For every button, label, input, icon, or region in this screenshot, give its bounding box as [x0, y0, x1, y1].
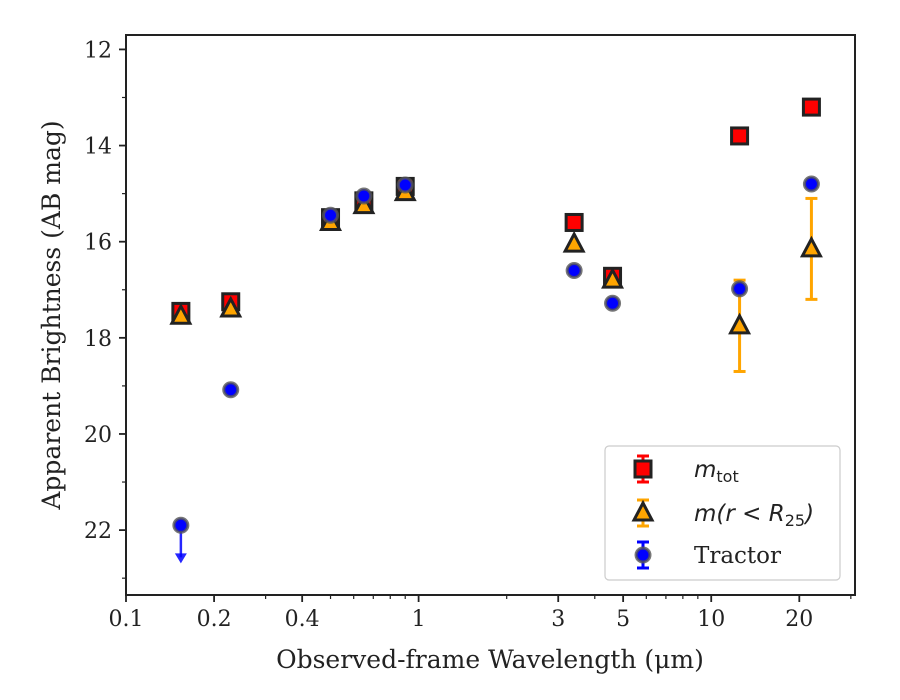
x-tick-label: 0.1	[109, 607, 144, 632]
legend: mtot m(r < R25) Tractor	[604, 445, 841, 581]
series-circle	[172, 175, 820, 564]
data-point	[562, 230, 586, 253]
legend-label: mtot	[694, 457, 739, 486]
x-tick-label: 1	[412, 607, 426, 632]
series-triangle	[169, 179, 823, 373]
data-point	[564, 212, 584, 232]
data-point	[219, 295, 243, 318]
data-point	[565, 262, 583, 280]
x-tick-label: 0.2	[197, 607, 232, 632]
data-point	[172, 516, 190, 534]
legend-marker	[633, 459, 653, 479]
x-tick-label: 5	[616, 607, 630, 632]
x-tick-label: 3	[551, 607, 565, 632]
legend-marker	[631, 499, 655, 522]
data-point	[222, 381, 240, 399]
y-tick-label: 12	[84, 38, 112, 63]
ticks-layer: 0.1 0.2 0.4 1 3 5 10 20 12 14 16 18 20 22	[84, 38, 852, 632]
y-tick-label: 20	[84, 423, 112, 448]
data-point	[322, 206, 340, 224]
upper-limit-arrow-head	[174, 553, 187, 564]
data-point	[802, 175, 820, 193]
legend-label: Tractor	[694, 543, 781, 569]
data-point	[601, 266, 625, 289]
data-point	[730, 126, 750, 146]
data-point	[728, 312, 752, 335]
x-tick-label: 20	[785, 607, 813, 632]
legend-entry: m(r < R25)	[631, 498, 814, 530]
legend-label: m(r < R25)	[694, 501, 814, 530]
legend-entry: Tractor	[634, 540, 781, 570]
y-axis-label: Apparent Brightness (AB mag)	[37, 120, 66, 510]
legend-frame	[604, 445, 841, 581]
data-point	[799, 235, 823, 258]
legend-entry: mtot	[633, 454, 739, 486]
x-tick-label: 0.4	[285, 607, 320, 632]
plot-frame	[125, 34, 856, 596]
data-point	[396, 176, 414, 194]
x-tick-label: 10	[697, 607, 725, 632]
legend-entries: mtot m(r < R25) Tractor	[631, 454, 814, 570]
y-tick-label: 16	[84, 231, 112, 256]
data-point	[604, 294, 622, 312]
data-point	[355, 187, 373, 205]
data-point	[731, 280, 749, 298]
y-tick-label: 22	[84, 519, 112, 544]
data-point	[169, 302, 193, 325]
x-axis-label: Observed-frame Wavelength (μm)	[276, 645, 704, 674]
data-point	[801, 97, 821, 117]
y-tick-label: 14	[84, 135, 112, 160]
legend-marker	[634, 546, 652, 564]
y-tick-label: 18	[84, 327, 112, 352]
marks-layer	[169, 97, 823, 564]
